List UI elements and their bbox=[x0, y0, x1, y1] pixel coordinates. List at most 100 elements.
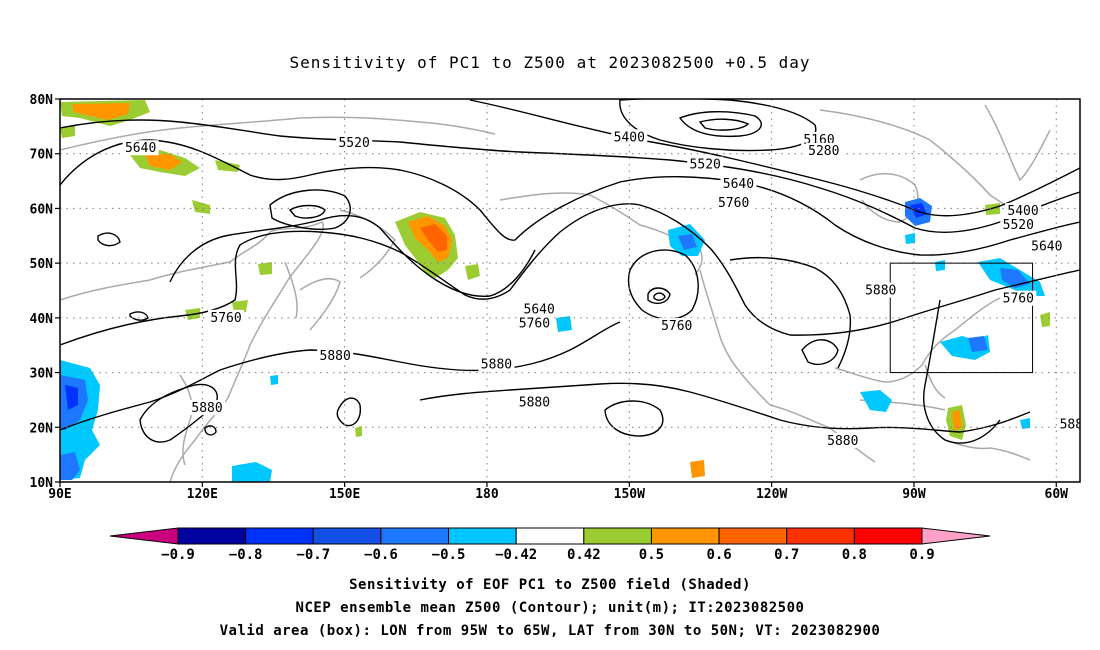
shade-positive-blob bbox=[952, 410, 962, 430]
contour-label: 5880 bbox=[519, 396, 550, 411]
colorbar-low-extend bbox=[109, 527, 179, 545]
caption-shading: Sensitivity of EOF PC1 to Z500 field (Sh… bbox=[349, 577, 751, 593]
contour-label-bg bbox=[317, 348, 354, 364]
lon-tick-label: 120E bbox=[187, 487, 218, 502]
contour-closed-low bbox=[698, 118, 750, 131]
contour-small-high bbox=[204, 425, 217, 436]
shade-positive-blob bbox=[420, 224, 447, 252]
contour-label: 5880 bbox=[865, 284, 896, 299]
shade-negative-blob bbox=[232, 462, 272, 482]
colorbar-segment bbox=[718, 527, 788, 545]
contour-small-high bbox=[801, 339, 839, 366]
contour-label-bg bbox=[1000, 290, 1037, 306]
contour-label-bg bbox=[208, 309, 245, 325]
caption-valid-area: Valid area (box): LON from 95W to 65W, L… bbox=[220, 623, 881, 639]
contour-label-bg bbox=[805, 142, 842, 158]
lat-tick-label: 50N bbox=[30, 257, 54, 272]
colorbar-tick-label: −0.5 bbox=[432, 547, 466, 563]
contour-label: 5400 bbox=[614, 130, 645, 145]
contour-label-bg bbox=[189, 400, 226, 416]
contour-cutoff-low bbox=[647, 287, 671, 305]
colorbar-tick-label: 0.6 bbox=[706, 547, 731, 563]
caption-contour: NCEP ensemble mean Z500 (Contour); unit(… bbox=[296, 600, 805, 616]
lon-tick-label: 60W bbox=[1045, 487, 1069, 502]
shade-negative-blob bbox=[910, 203, 927, 218]
contour-5880-ridge bbox=[729, 256, 852, 369]
shade-positive-blob bbox=[215, 160, 240, 172]
shade-negative-blob bbox=[65, 385, 78, 410]
contour-label-bg bbox=[611, 129, 648, 145]
colorbar-segment bbox=[380, 527, 450, 545]
contour-label-bg bbox=[516, 315, 553, 331]
z500-contours bbox=[60, 99, 1080, 444]
shade-positive-blob bbox=[232, 300, 248, 313]
contour-5640-north bbox=[60, 139, 1080, 256]
contour-label: 5760 bbox=[210, 311, 241, 326]
contour-label-bg bbox=[687, 156, 724, 172]
contour-label: 5880 bbox=[481, 357, 512, 372]
shade-positive-blob bbox=[60, 126, 75, 138]
colorbar-tick-label: −0.42 bbox=[495, 547, 537, 563]
coast-greenland bbox=[984, 104, 1051, 182]
longitude-tick-labels: 90E 120E 150E 180 150W 120W 90W 60W bbox=[48, 482, 1068, 502]
lon-tick-label: 150W bbox=[614, 487, 645, 502]
colorbar-segment bbox=[583, 527, 652, 545]
colorbar-tick-label: 0.5 bbox=[639, 547, 664, 563]
colorbar-tick-label: −0.6 bbox=[364, 547, 398, 563]
lat-tick-label: 80N bbox=[30, 93, 54, 108]
lon-tick-label: 90W bbox=[902, 487, 926, 502]
shade-positive-blob bbox=[690, 460, 705, 478]
shade-negative-blob bbox=[905, 233, 915, 244]
contour-label-bg bbox=[1005, 203, 1042, 219]
colorbar-segment bbox=[312, 527, 382, 545]
lon-tick-label: 90E bbox=[48, 487, 71, 502]
contour-label: 5640 bbox=[723, 177, 754, 192]
colorbar-segment bbox=[245, 527, 314, 545]
contour-label-bg bbox=[862, 282, 899, 298]
contour-label-bg bbox=[336, 134, 373, 150]
contour-label: 5520 bbox=[690, 158, 721, 173]
map-background bbox=[60, 99, 1080, 482]
colorbar bbox=[109, 527, 991, 545]
colorbar-segment bbox=[853, 527, 923, 545]
shade-positive-blob bbox=[355, 426, 362, 437]
lat-tick-label: 40N bbox=[30, 312, 54, 327]
coast-south-america-north bbox=[944, 439, 1031, 461]
contour-labels: 5640 5520 5400 5160528055205640576054005520… bbox=[122, 129, 1080, 449]
contour-5520-north bbox=[60, 119, 1080, 233]
coastlines bbox=[60, 104, 1051, 482]
contour-label-bg bbox=[1000, 216, 1037, 232]
contour-5760-mid bbox=[60, 203, 1080, 346]
colorbar-tick-label: 0.8 bbox=[842, 547, 867, 563]
contour-label: 5400 bbox=[1007, 204, 1038, 219]
contour-label-bg bbox=[658, 318, 695, 334]
colorbar-tick-label: 0.7 bbox=[774, 547, 799, 563]
coast-kamchatka bbox=[339, 209, 396, 279]
contour-label-bg bbox=[122, 140, 159, 156]
shade-positive-blob bbox=[258, 262, 272, 275]
contour-label: 5520 bbox=[338, 136, 369, 151]
contour-label: 5760 bbox=[519, 316, 550, 331]
coast-alaska bbox=[499, 192, 703, 276]
contour-label: 5640 bbox=[1031, 240, 1062, 255]
map-panel: 5640 5520 5400 5160528055205640576054005520… bbox=[30, 93, 1081, 502]
colorbar-tick-label: −0.8 bbox=[229, 547, 263, 563]
colorbar-tick-label: 0.42 bbox=[567, 547, 601, 563]
contour-label-bg bbox=[478, 356, 515, 372]
lat-tick-label: 10N bbox=[30, 476, 54, 491]
lat-tick-label: 20N bbox=[30, 421, 54, 436]
coast-north-america-west bbox=[699, 269, 771, 406]
shade-positive-blob bbox=[465, 264, 480, 280]
colorbar-tick-label: −0.9 bbox=[161, 547, 195, 563]
colorbar-tick-label: −0.7 bbox=[296, 547, 330, 563]
shade-negative-blob bbox=[1020, 418, 1030, 429]
shade-positive-blob bbox=[72, 103, 130, 120]
colorbar-segment bbox=[786, 527, 855, 545]
latitude-tick-labels: 80N 70N 60N 50N 40N 30N 20N 10N bbox=[30, 93, 60, 491]
lon-tick-label: 180 bbox=[475, 487, 499, 502]
sensitivity-shading bbox=[60, 100, 1050, 482]
contour-label-bg bbox=[521, 301, 558, 317]
contour-5640-trough bbox=[169, 214, 536, 298]
shade-positive-blob bbox=[192, 200, 210, 214]
